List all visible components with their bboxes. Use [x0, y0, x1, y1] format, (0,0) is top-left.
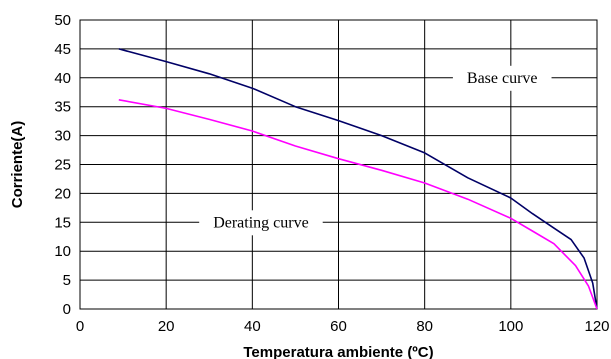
y-tick-label: 25 — [54, 157, 71, 174]
y-tick-label: 45 — [54, 41, 71, 58]
x-tick-label: 120 — [584, 318, 609, 335]
y-tick-label: 50 — [54, 12, 71, 29]
y-tick-label: 0 — [63, 301, 71, 318]
x-tick-label: 20 — [158, 318, 175, 335]
x-tick-labels: 0 20 40 60 80 100 120 — [76, 318, 610, 335]
x-tick-label: 0 — [76, 318, 84, 335]
annotation-background — [199, 210, 323, 236]
y-tick-labels: 0 5 10 15 20 25 30 35 40 45 50 — [54, 12, 71, 318]
y-tick-label: 35 — [54, 99, 71, 116]
series-line-1 — [118, 48, 598, 310]
y-tick-label: 5 — [63, 272, 71, 289]
y-tick-label: 20 — [54, 185, 71, 202]
x-tick-label: 60 — [330, 318, 347, 335]
series-layer — [118, 48, 598, 310]
plot-area — [79, 19, 598, 310]
annotations: Base curve Derating curve — [213, 70, 537, 232]
y-tick-label: 15 — [54, 214, 71, 231]
y-tick-label: 10 — [54, 243, 71, 260]
y-tick-label: 30 — [54, 128, 71, 145]
x-tick-label: 100 — [498, 318, 523, 335]
x-axis-title: Temperatura ambiente (ºC) — [243, 344, 433, 359]
series-line-2 — [118, 99, 598, 310]
annotation-label: Base curve — [467, 70, 538, 87]
annotation-background — [452, 65, 552, 91]
y-tick-label: 40 — [54, 70, 71, 87]
annotation-label: Derating curve — [213, 214, 309, 231]
annotation-backgrounds — [199, 65, 552, 236]
x-tick-label: 80 — [416, 318, 433, 335]
x-tick-label: 40 — [244, 318, 261, 335]
y-axis-title: Corriente(A) — [9, 121, 26, 209]
